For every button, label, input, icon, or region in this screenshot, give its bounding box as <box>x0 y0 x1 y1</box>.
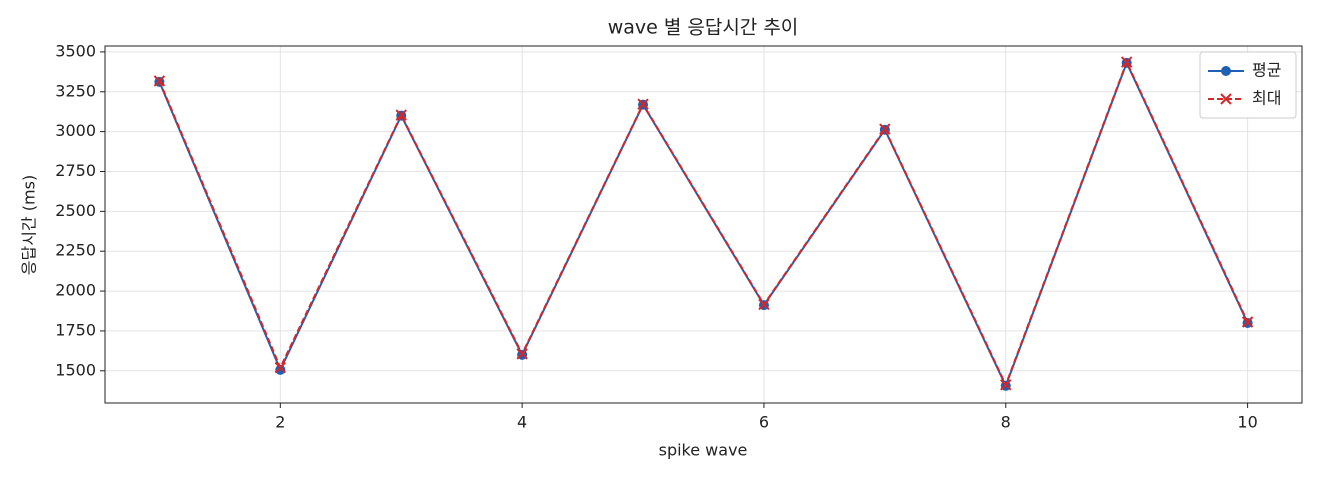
y-tick-label: 3250 <box>55 81 96 100</box>
y-tick-label: 2750 <box>55 161 96 180</box>
y-axis-label: 응답시간 (ms) <box>20 175 39 275</box>
y-tick-label: 2000 <box>55 281 96 300</box>
line <box>158 60 1249 389</box>
legend-box <box>1199 51 1297 119</box>
x-tick-label: 4 <box>517 413 527 432</box>
y-tick-label: 3500 <box>55 41 96 60</box>
plot-frame <box>104 45 1303 404</box>
series <box>154 57 1253 391</box>
x-axis-label: spike wave <box>659 441 748 460</box>
marker <box>1120 56 1133 68</box>
marker <box>153 75 166 87</box>
x-tick-label: 2 <box>275 413 285 432</box>
legend-label: 평균 <box>1252 61 1281 80</box>
marker <box>1241 316 1254 328</box>
x-tick-label: 10 <box>1237 413 1257 432</box>
x-tick-label: 8 <box>1001 413 1011 432</box>
y-tick-label: 1750 <box>55 320 96 339</box>
y-tick-label: 2250 <box>55 241 96 260</box>
y-tick-label: 2500 <box>55 201 96 220</box>
series <box>153 56 1254 391</box>
legend-marker <box>1221 66 1231 76</box>
marker <box>395 109 407 121</box>
legend-marker <box>1220 93 1232 105</box>
marker <box>1000 379 1012 391</box>
marker <box>274 361 287 374</box>
marker <box>516 348 528 360</box>
marker <box>758 298 770 311</box>
line <box>158 59 1249 388</box>
chart-title: wave 별 응답시간 추이 <box>608 17 799 39</box>
marker <box>879 123 891 135</box>
y-tick-label: 3000 <box>55 121 96 140</box>
y-tick-label: 1500 <box>55 360 96 379</box>
x-tick-label: 6 <box>759 413 769 432</box>
legend-label: 최대 <box>1252 89 1281 108</box>
marker <box>637 98 649 110</box>
